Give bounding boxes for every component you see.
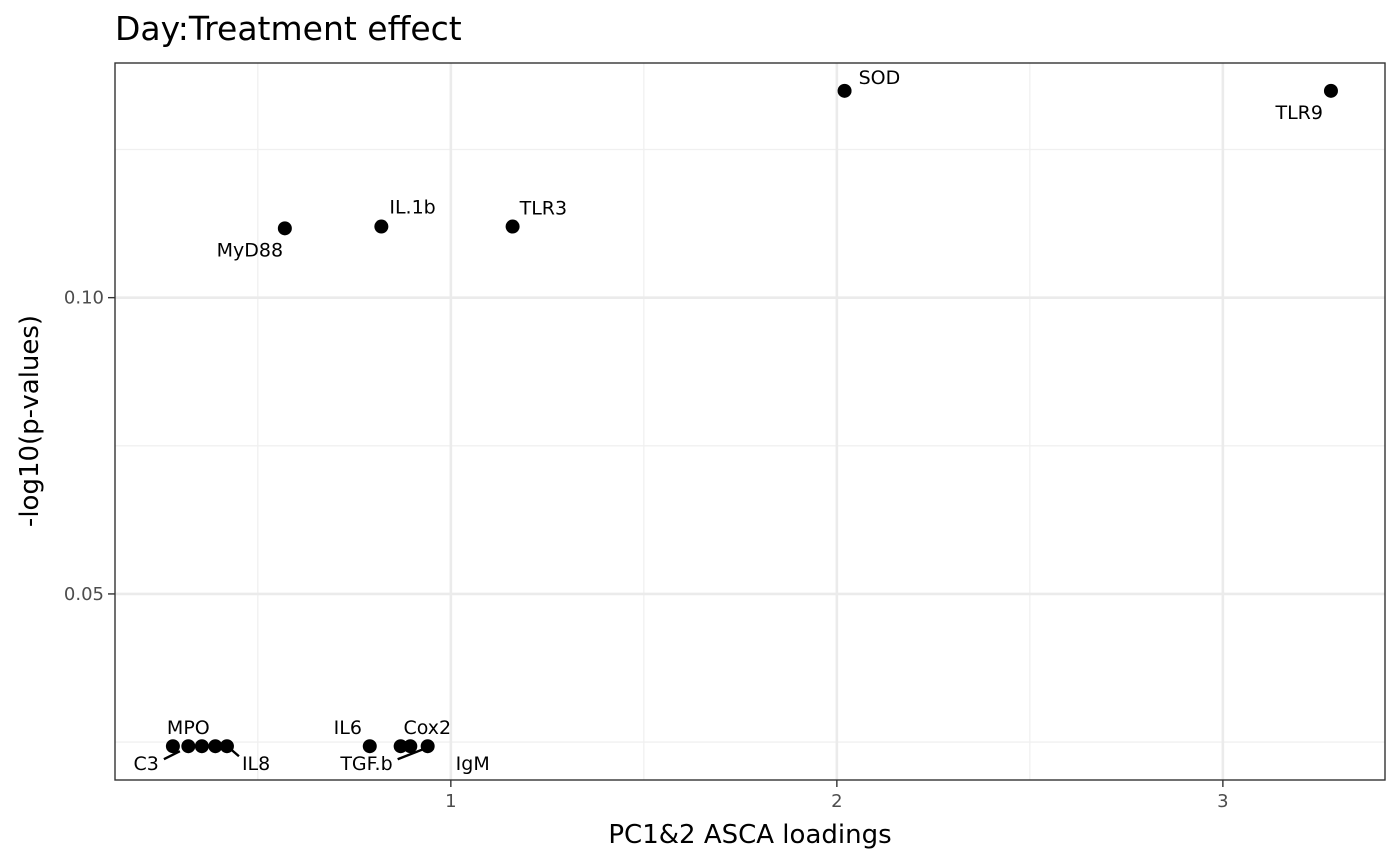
x-tick-label-1: 2 — [831, 791, 842, 812]
data-point-0 — [165, 739, 180, 754]
point-labels: MPO MyD88 IL6 IL.1b Cox2 TLR3 SOD TLR9 C3 IL8 TGF.… — [134, 67, 1323, 775]
data-points — [165, 83, 1338, 754]
data-point-8 — [393, 739, 408, 754]
point-label-11: IgM — [456, 753, 490, 775]
point-label-5: TLR3 — [519, 198, 567, 220]
x-tick-label-0: 1 — [445, 791, 456, 812]
point-label-3: IL.1b — [389, 197, 435, 219]
data-point-6 — [362, 739, 377, 754]
point-label-2: IL6 — [334, 717, 362, 739]
point-label-7: TLR9 — [1274, 102, 1322, 124]
data-point-9 — [403, 739, 418, 754]
y-tick-label-0: 0.05 — [64, 584, 104, 605]
point-label-8: C3 — [134, 753, 159, 775]
label-segment-10 — [397, 747, 427, 761]
data-point-7 — [374, 219, 389, 234]
point-label-4: Cox2 — [403, 717, 451, 739]
minor-gridlines — [115, 63, 1385, 780]
label-segment-8 — [163, 750, 181, 761]
data-point-11 — [505, 219, 520, 234]
data-point-5 — [277, 221, 292, 236]
chart-title: Day:Treatment effect — [115, 9, 462, 48]
data-point-10 — [420, 739, 435, 754]
point-label-0: MPO — [167, 717, 210, 739]
x-axis-title: PC1&2 ASCA loadings — [608, 820, 891, 850]
point-label-1: MyD88 — [217, 239, 283, 261]
data-point-3 — [208, 739, 223, 754]
data-point-13 — [1323, 83, 1338, 98]
y-tick-label-1: 0.10 — [64, 288, 104, 309]
y-axis-title: -log10(p-values) — [15, 315, 45, 527]
point-label-10: TGF.b — [339, 753, 392, 775]
point-label-6: SOD — [859, 67, 901, 89]
data-point-2 — [194, 739, 209, 754]
x-tick-label-2: 3 — [1217, 791, 1228, 812]
plot-background — [115, 63, 1385, 780]
x-axis: 1 2 3 — [445, 780, 1229, 812]
point-label-9: IL8 — [242, 753, 270, 775]
major-gridlines — [115, 63, 1385, 780]
label-segments — [163, 747, 427, 761]
y-axis: 0.05 0.10 — [64, 288, 115, 605]
data-point-12 — [837, 83, 852, 98]
plot-border — [114, 62, 1386, 781]
label-segment-9 — [231, 749, 240, 758]
data-point-1 — [181, 739, 196, 754]
data-point-4 — [219, 739, 234, 754]
